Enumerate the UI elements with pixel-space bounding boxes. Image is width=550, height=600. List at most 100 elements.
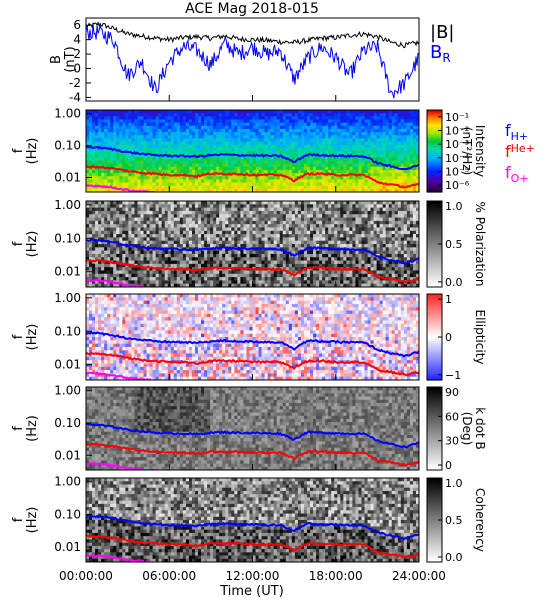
spectrogram-cell xyxy=(306,204,311,209)
spectrogram-cell xyxy=(188,138,193,143)
spectrogram-cell xyxy=(110,267,114,272)
spectrogram-cell xyxy=(319,116,323,121)
spectrogram-cell xyxy=(243,224,248,229)
spectrogram-cell xyxy=(143,250,148,255)
spectrogram-cell xyxy=(155,217,160,222)
spectrogram-cell xyxy=(204,277,208,281)
spectrogram-cell xyxy=(279,119,284,124)
spectrogram-cell xyxy=(98,273,102,278)
spectrogram-cell xyxy=(210,270,214,275)
spectrogram-cell xyxy=(164,169,169,174)
spectrogram-cell xyxy=(373,135,378,139)
spectrogram-cell xyxy=(370,179,375,184)
spectrogram-cell xyxy=(303,122,308,127)
spectrogram-cell xyxy=(279,237,284,242)
spectrogram-cell xyxy=(179,113,184,117)
spectrogram-cell xyxy=(152,125,157,130)
spectrogram-cell xyxy=(182,128,187,133)
spectrogram-cell xyxy=(306,179,311,184)
spectrogram-cell xyxy=(297,154,302,158)
spectrogram-cell xyxy=(367,113,372,117)
spectrogram-cell xyxy=(170,237,175,242)
spectrogram-cell xyxy=(155,135,160,139)
spectrogram-cell xyxy=(364,151,369,155)
spectrogram-cell xyxy=(316,204,320,209)
spectrogram-cell xyxy=(207,234,211,238)
spectrogram-cell xyxy=(306,122,311,127)
spectrogram-cell xyxy=(191,237,196,242)
spectrogram-cell xyxy=(116,214,120,219)
spectrogram-cell xyxy=(231,185,235,190)
spectrogram-cell xyxy=(198,214,202,219)
spectrogram-cell xyxy=(331,157,335,162)
spectrogram-cell xyxy=(282,237,287,242)
spectrogram-cell xyxy=(228,163,232,168)
spectrogram-cell xyxy=(188,240,193,245)
spectrogram-cell xyxy=(198,122,202,127)
spectrogram-cell xyxy=(297,217,302,222)
spectrogram-cell xyxy=(246,151,251,155)
spectrogram-cell xyxy=(297,135,302,139)
spectrogram-cell xyxy=(243,263,248,268)
spectrogram-cell xyxy=(397,179,402,184)
spectrogram-cell xyxy=(191,173,196,177)
spectrogram-cell xyxy=(116,182,120,187)
spectrogram-cell xyxy=(125,237,129,242)
spectrogram-cell xyxy=(131,220,136,225)
spectrogram-cell xyxy=(204,122,208,127)
spectrogram-cell xyxy=(267,230,272,235)
spectrogram-cell xyxy=(367,166,372,171)
spectrogram-cell xyxy=(316,230,320,235)
spectrogram-cell xyxy=(352,116,357,121)
spectrogram-cell xyxy=(406,135,411,139)
spectrogram-cell xyxy=(249,230,254,235)
spectrogram-cell xyxy=(228,277,232,281)
spectrogram-cell xyxy=(194,160,199,165)
spectrogram-cell xyxy=(316,227,320,232)
spectrogram-cell xyxy=(285,253,290,258)
spectrogram-cell xyxy=(270,273,275,278)
spectrogram-cell xyxy=(201,214,205,219)
spectrogram-cell xyxy=(316,247,320,252)
spectrogram-cell xyxy=(116,188,120,192)
spectrogram-cell xyxy=(86,244,90,248)
spectrogram-cell xyxy=(167,244,172,248)
spectrogram-cell xyxy=(316,113,320,117)
spectrogram-cell xyxy=(319,227,323,232)
spectrogram-cell xyxy=(237,210,241,215)
spectrogram-cell xyxy=(246,270,251,275)
spectrogram-cell xyxy=(149,116,154,121)
spectrogram-cell xyxy=(110,244,114,248)
spectrogram-cell xyxy=(204,188,208,192)
spectrogram-cell xyxy=(143,260,148,265)
spectrogram-cell xyxy=(261,147,266,152)
spectrogram-cell xyxy=(128,224,133,229)
spectrogram-cell xyxy=(179,250,184,255)
spectrogram-cell xyxy=(210,119,214,124)
spectrogram-cell xyxy=(92,147,96,152)
spectrogram-cell xyxy=(261,257,266,262)
spectrogram-cell xyxy=(234,250,238,255)
spectrogram-cell xyxy=(328,185,332,190)
spectrogram-cell xyxy=(167,263,172,268)
spectrogram-cell xyxy=(128,147,133,152)
spectrogram-cell xyxy=(86,270,90,275)
spectrogram-cell xyxy=(201,119,205,124)
spectrogram-cell xyxy=(185,110,190,114)
spectrogram-cell xyxy=(131,267,136,272)
spectrogram-cell xyxy=(343,179,347,184)
spectrogram-cell xyxy=(204,204,208,209)
spectrogram-cell xyxy=(343,147,347,152)
spectrogram-cell xyxy=(237,160,241,165)
colorbar-swatch xyxy=(427,171,442,175)
spectrogram-cell xyxy=(155,220,160,225)
spectrogram-cell xyxy=(282,210,287,215)
spectrogram-cell xyxy=(337,122,341,127)
spectrogram-cell xyxy=(86,224,90,229)
spectrogram-cell xyxy=(179,144,184,149)
spectrogram-cell xyxy=(246,128,251,133)
spectrogram-cell xyxy=(98,244,102,248)
spectrogram-cell xyxy=(213,257,217,262)
spectrogram-cell xyxy=(146,277,151,281)
spectrogram-cell xyxy=(122,147,126,152)
